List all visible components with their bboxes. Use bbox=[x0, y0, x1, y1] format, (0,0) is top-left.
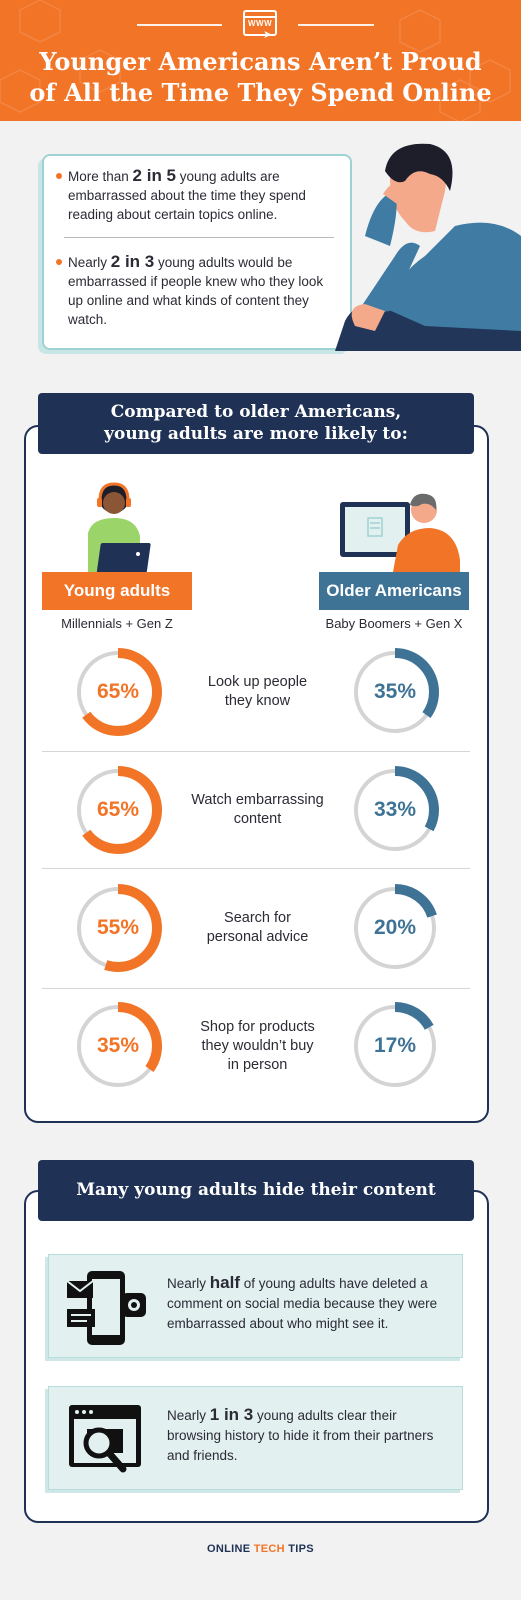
young-adults-badge: Young adults bbox=[42, 572, 192, 610]
intro-divider bbox=[64, 237, 334, 238]
older-row-2-ring-fill bbox=[351, 766, 439, 854]
older-row-2-percent: 33% bbox=[373, 798, 417, 821]
older-row-4-ring bbox=[351, 1002, 439, 1090]
young-row-3-percent: 55% bbox=[96, 916, 140, 939]
older-americans-badge: Older Americans bbox=[319, 572, 469, 610]
embarrassed-person-illustration bbox=[335, 143, 521, 351]
intro-card: More than 2 in 5 young adults are embarr… bbox=[42, 154, 352, 350]
older-row-4-percent: 17% bbox=[373, 1034, 417, 1057]
cursor-icon: ➤ bbox=[263, 29, 273, 41]
bullet-dot-icon bbox=[56, 259, 62, 265]
online-tech-tips-logo: ONLINE TECH TIPS bbox=[207, 1543, 314, 1555]
hide-card-1-text: Nearly half of young adults have deleted… bbox=[167, 1273, 438, 1331]
young-row-2-ring-fill bbox=[74, 766, 162, 854]
young-row-4-ring-fill bbox=[74, 1002, 162, 1090]
young-row-1-ring-fill bbox=[74, 648, 162, 736]
hide-card-2-text: Nearly 1 in 3 young adults clear their b… bbox=[167, 1405, 434, 1463]
young-adults-subtitle: Millennials + Gen Z bbox=[61, 616, 173, 631]
www-browser-icon: WWW ➤ bbox=[243, 10, 277, 41]
young-adult-illustration bbox=[88, 482, 151, 573]
header-rule-right bbox=[298, 24, 374, 26]
compare-row-2-label: Watch embarrassing content bbox=[191, 792, 324, 827]
hide-card-2: Nearly 1 in 3 young adults clear their b… bbox=[48, 1386, 463, 1490]
hide-title: Many young adults hide their content bbox=[38, 1160, 474, 1221]
compare-row-4-label: Shop for products they wouldn’t buy in per… bbox=[200, 1018, 315, 1073]
intro-bullet-1: More than 2 in 5 young adults are embarr… bbox=[56, 166, 336, 224]
bullet-dot-icon bbox=[56, 173, 62, 179]
compare-row-1-label: Look up people they know bbox=[207, 674, 308, 709]
older-row-3-percent: 20% bbox=[373, 916, 417, 939]
young-row-1-percent: 65% bbox=[96, 680, 140, 703]
young-row-2-percent: 65% bbox=[96, 798, 140, 821]
header-rule-left bbox=[137, 24, 222, 26]
compare-row-3-label: Search for personal advice bbox=[206, 910, 309, 945]
older-row-2-ring bbox=[351, 766, 439, 854]
young-row-4-ring bbox=[74, 1002, 162, 1090]
page-title: Younger Americans Aren’t Proud of All th… bbox=[29, 47, 492, 107]
intro-bullet-2: Nearly 2 in 3 young adults would be emba… bbox=[56, 252, 336, 329]
young-row-1-ring bbox=[74, 648, 162, 736]
young-row-2-ring bbox=[74, 766, 162, 854]
hide-card-1: Nearly half of young adults have deleted… bbox=[48, 1254, 463, 1358]
header-banner: WWW ➤ Younger Americans Aren’t Proud of … bbox=[0, 0, 521, 121]
young-row-3-ring-fill bbox=[74, 884, 162, 972]
older-row-1-ring-fill bbox=[351, 648, 439, 736]
older-row-4-ring-fill bbox=[351, 1002, 439, 1090]
compare-row-divider bbox=[42, 988, 470, 989]
compare-row-divider bbox=[42, 751, 470, 752]
older-row-3-ring-fill bbox=[351, 884, 439, 972]
older-americans-subtitle: Baby Boomers + Gen X bbox=[325, 616, 463, 631]
older-row-1-percent: 35% bbox=[373, 680, 417, 703]
young-row-4-percent: 35% bbox=[96, 1034, 140, 1057]
phone-messages-icon bbox=[66, 1271, 146, 1345]
older-row-1-ring bbox=[351, 648, 439, 736]
older-american-illustration bbox=[340, 493, 460, 572]
compare-title: Compared to older Americans, young adult… bbox=[38, 393, 474, 454]
hexagon-pattern bbox=[0, 0, 511, 121]
young-row-3-ring bbox=[74, 884, 162, 972]
compare-row-divider bbox=[42, 868, 470, 869]
older-row-3-ring bbox=[351, 884, 439, 972]
browser-search-icon bbox=[69, 1405, 141, 1473]
